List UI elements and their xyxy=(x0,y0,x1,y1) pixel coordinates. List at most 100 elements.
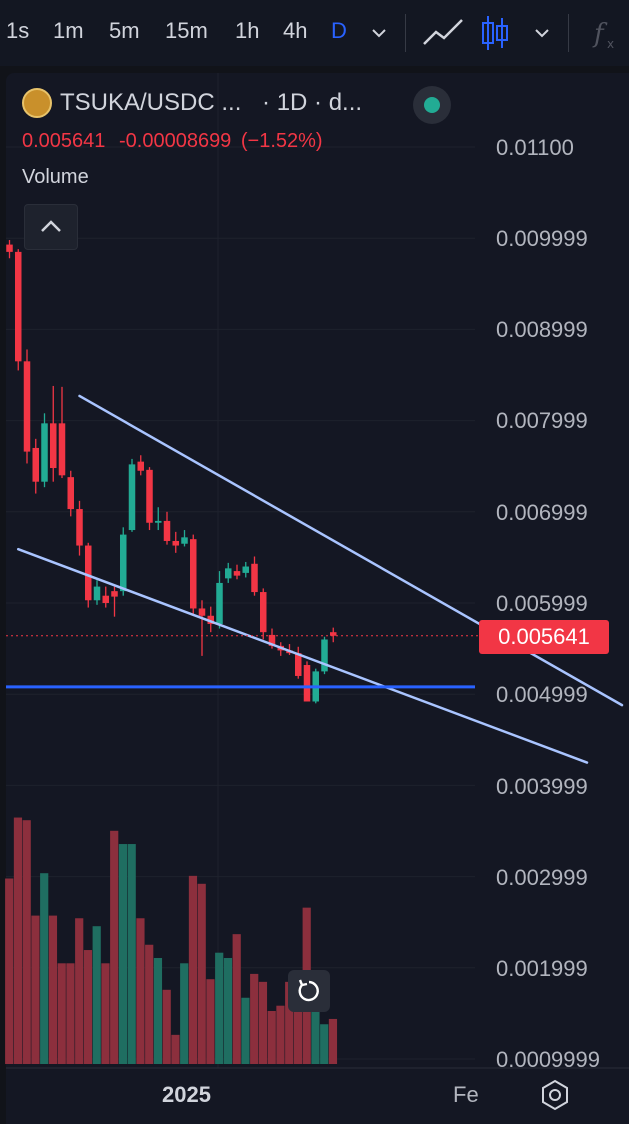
volume-bar xyxy=(197,883,206,1064)
chart-panel[interactable] xyxy=(6,73,629,1124)
price-axis-label: 0.008999 xyxy=(496,317,588,342)
collapse-legend-button[interactable] xyxy=(24,204,78,250)
candle-body xyxy=(233,571,241,576)
market-status[interactable] xyxy=(413,86,451,124)
candle xyxy=(102,586,109,608)
volume-bar xyxy=(101,963,110,1064)
time-axis-label: 2025 xyxy=(162,1082,211,1107)
price-axis-label: 0.002999 xyxy=(496,865,588,890)
timeframe-15m[interactable]: 15m xyxy=(165,18,208,43)
candle-body xyxy=(32,447,39,482)
candle xyxy=(242,561,249,578)
price-axis-label: 0.005999 xyxy=(496,591,588,616)
status-dot-icon xyxy=(424,97,440,113)
settings-icon[interactable] xyxy=(538,1078,572,1112)
candle xyxy=(32,438,39,494)
candle xyxy=(23,349,31,464)
volume-bar xyxy=(188,875,198,1064)
candle xyxy=(321,636,328,675)
volume-bar xyxy=(48,915,58,1064)
candle-body xyxy=(242,566,249,573)
volume-bar xyxy=(250,973,259,1064)
candles-icon[interactable] xyxy=(480,12,510,54)
candle-body xyxy=(225,568,232,579)
last-price-value: 0.005641 xyxy=(22,130,106,152)
volume-bar xyxy=(5,878,14,1064)
symbol-name[interactable]: TSUKA/USDC ... xyxy=(60,89,242,116)
candle xyxy=(198,600,206,656)
candle-body xyxy=(181,537,188,544)
candle xyxy=(251,556,258,596)
candle-body xyxy=(190,539,197,609)
timeframe-1s[interactable]: 1s xyxy=(6,18,30,43)
interval-label: · 1D · d... xyxy=(262,89,363,116)
candle-body xyxy=(23,361,31,452)
timeframe-d[interactable]: D xyxy=(331,18,347,43)
candle xyxy=(6,240,13,259)
candle xyxy=(216,571,223,629)
candle-body xyxy=(295,653,302,676)
candle-body xyxy=(85,545,92,601)
volume-bar xyxy=(83,950,93,1064)
candle xyxy=(163,511,171,545)
candle xyxy=(15,249,22,371)
toolbar: 1s 1m 5m 15m 1h 4h D f x xyxy=(0,0,629,66)
candle-body xyxy=(146,469,153,523)
price-axis-label: 0.004999 xyxy=(496,682,588,707)
candle xyxy=(128,458,136,532)
volume-bar xyxy=(311,971,320,1064)
candle xyxy=(207,606,214,633)
candle xyxy=(93,580,101,605)
change-percent: (−1.52%) xyxy=(240,130,323,152)
volume-bar xyxy=(215,952,224,1064)
chevron-down-icon[interactable] xyxy=(533,26,551,40)
candle-body xyxy=(251,563,258,593)
volume-bar xyxy=(223,958,233,1064)
volume-bar xyxy=(320,1024,329,1064)
timeframe-1m[interactable]: 1m xyxy=(53,18,84,43)
candle-body xyxy=(198,608,206,616)
reset-chart-button[interactable] xyxy=(288,970,330,1012)
candle xyxy=(303,661,311,702)
volume-bar xyxy=(241,997,250,1064)
candle xyxy=(111,586,118,617)
volume-bar xyxy=(206,979,215,1064)
volume-bar xyxy=(92,926,101,1064)
last-price-tag: 0.005641 xyxy=(479,620,609,654)
volume-bar xyxy=(162,989,171,1064)
price-axis-label: 0.01100 xyxy=(496,135,574,160)
candle xyxy=(67,470,74,517)
candle-body xyxy=(120,534,127,592)
candle xyxy=(330,627,337,643)
candle xyxy=(146,467,153,531)
timeframe-5m[interactable]: 5m xyxy=(109,18,140,43)
line-chart-icon[interactable] xyxy=(422,16,464,50)
volume-bar xyxy=(75,918,84,1064)
volume-bar xyxy=(40,873,49,1064)
candle xyxy=(260,588,267,640)
candle-body xyxy=(137,461,144,471)
volume-bar xyxy=(153,958,163,1064)
chevron-down-icon[interactable] xyxy=(370,26,388,40)
indicators-fx-icon[interactable]: f x xyxy=(592,14,622,52)
volume-bar xyxy=(118,844,128,1064)
volume-bar xyxy=(171,1034,180,1064)
volume-legend-label[interactable]: Volume xyxy=(22,166,89,188)
volume-bar xyxy=(13,817,23,1064)
candle-body xyxy=(6,244,13,252)
svg-text:x: x xyxy=(607,37,614,51)
candle xyxy=(181,530,188,547)
candle-body xyxy=(172,540,179,546)
price-axis-label: 0.009999 xyxy=(496,226,588,251)
candle-body xyxy=(128,464,136,531)
candle xyxy=(58,386,66,479)
volume-bar xyxy=(31,915,40,1064)
timeframe-4h[interactable]: 4h xyxy=(283,18,308,43)
symbol-row[interactable]: TSUKA/USDC ... · 1D · d... xyxy=(22,89,362,117)
lower-trendline xyxy=(17,547,589,764)
candle-body xyxy=(321,639,328,672)
timeframe-1h[interactable]: 1h xyxy=(235,18,260,43)
candle-body xyxy=(15,251,22,362)
candle-body xyxy=(111,591,118,597)
candle xyxy=(120,527,127,596)
